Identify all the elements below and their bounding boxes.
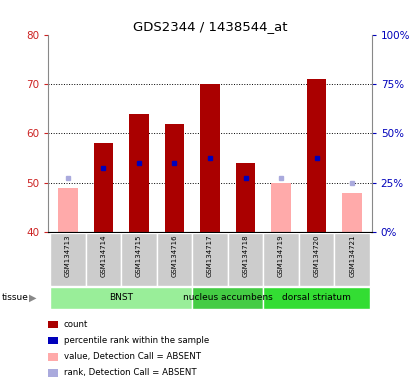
Title: GDS2344 / 1438544_at: GDS2344 / 1438544_at (133, 20, 287, 33)
Bar (200, 84, 220, 232)
Text: ▶: ▶ (29, 293, 36, 303)
Bar (342, 193, 362, 232)
Text: GSM134720: GSM134720 (314, 235, 320, 277)
Bar (263, 233, 299, 286)
Text: rank, Detection Call = ABSENT: rank, Detection Call = ABSENT (64, 368, 197, 377)
Bar (192, 287, 263, 309)
Text: GSM134713: GSM134713 (65, 235, 71, 277)
Text: nucleus accumbens: nucleus accumbens (183, 293, 273, 303)
Bar (165, 124, 184, 232)
Bar (228, 233, 263, 286)
Text: GSM134721: GSM134721 (349, 235, 355, 277)
Text: GSM134718: GSM134718 (242, 235, 249, 277)
Bar (334, 233, 370, 286)
Bar (192, 233, 228, 286)
Text: dorsal striatum: dorsal striatum (282, 293, 351, 303)
Text: value, Detection Call = ABSENT: value, Detection Call = ABSENT (64, 352, 201, 361)
Bar (307, 79, 326, 232)
Bar (94, 143, 113, 232)
Text: GSM134714: GSM134714 (100, 235, 106, 277)
Bar (121, 233, 157, 286)
Text: tissue: tissue (2, 293, 29, 303)
Bar (58, 188, 78, 232)
Text: GSM134716: GSM134716 (171, 235, 178, 277)
Bar (263, 287, 370, 309)
Text: BNST: BNST (109, 293, 133, 303)
Bar (236, 163, 255, 232)
Text: percentile rank within the sample: percentile rank within the sample (64, 336, 209, 345)
Bar (86, 233, 121, 286)
Text: count: count (64, 320, 88, 329)
Bar (157, 233, 192, 286)
Bar (129, 114, 149, 232)
Bar (50, 233, 86, 286)
Text: GSM134717: GSM134717 (207, 235, 213, 277)
Bar (271, 183, 291, 232)
Text: GSM134715: GSM134715 (136, 235, 142, 277)
Text: GSM134719: GSM134719 (278, 235, 284, 277)
Bar (299, 233, 334, 286)
Bar (50, 287, 192, 309)
